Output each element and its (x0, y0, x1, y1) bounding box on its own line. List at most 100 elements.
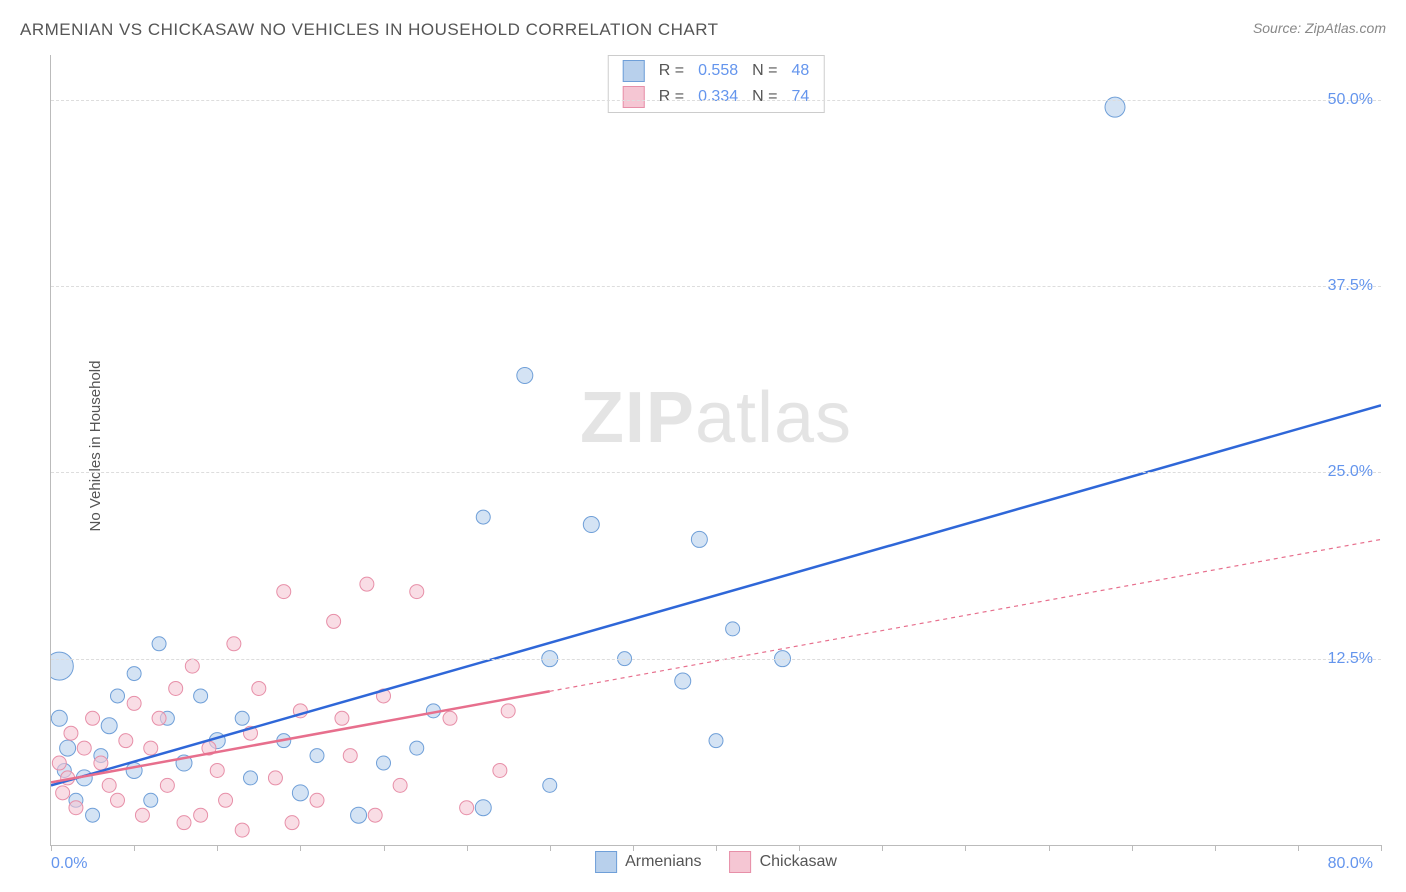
y-tick-label: 12.5% (1328, 650, 1373, 668)
x-tick (716, 845, 717, 851)
scatter-point (194, 808, 208, 822)
legend-n-label: N = (752, 62, 777, 80)
scatter-point (235, 711, 249, 725)
x-tick (1381, 845, 1382, 851)
scatter-point (127, 696, 141, 710)
scatter-point (169, 681, 183, 695)
scatter-point (493, 763, 507, 777)
chart-container: ARMENIAN VS CHICKASAW NO VEHICLES IN HOU… (0, 0, 1406, 892)
legend-stats-row: R =0.558N =48 (609, 58, 824, 84)
x-axis-max-label: 80.0% (1328, 855, 1373, 873)
y-tick-label: 50.0% (1328, 91, 1373, 109)
scatter-point (327, 614, 341, 628)
x-tick (550, 845, 551, 851)
scatter-point (111, 793, 125, 807)
legend-swatch (595, 851, 617, 873)
scatter-point (393, 778, 407, 792)
legend-stats: R =0.558N =48R =0.334N =74 (608, 55, 825, 113)
scatter-point (185, 659, 199, 673)
scatter-point (127, 667, 141, 681)
legend-r-value: 0.334 (698, 88, 738, 106)
legend-series: Armenians Chickasaw (595, 851, 837, 873)
scatter-point (351, 807, 367, 823)
scatter-point (144, 741, 158, 755)
scatter-point (101, 718, 117, 734)
source-attribution: Source: ZipAtlas.com (1253, 20, 1386, 36)
scatter-point (119, 734, 133, 748)
scatter-point (210, 763, 224, 777)
scatter-point (86, 711, 100, 725)
scatter-point (152, 637, 166, 651)
x-tick (1049, 845, 1050, 851)
x-tick (799, 845, 800, 851)
scatter-point (235, 823, 249, 837)
scatter-point (343, 749, 357, 763)
scatter-point (377, 756, 391, 770)
scatter-point (310, 749, 324, 763)
legend-r-label: R = (659, 88, 684, 106)
x-tick (965, 845, 966, 851)
scatter-point (268, 771, 282, 785)
scatter-point (177, 816, 191, 830)
legend-r-label: R = (659, 62, 684, 80)
scatter-point (69, 801, 83, 815)
regression-line-ext (550, 539, 1381, 691)
legend-series-item: Chickasaw (730, 851, 837, 873)
regression-line (51, 405, 1381, 785)
scatter-point (709, 734, 723, 748)
legend-stats-row: R = 0.334 N = 74 (609, 84, 824, 110)
gridline-h (51, 286, 1381, 287)
x-tick (467, 845, 468, 851)
scatter-point (460, 801, 474, 815)
scatter-point (476, 510, 490, 524)
scatter-point (277, 585, 291, 599)
legend-swatch (623, 86, 645, 108)
gridline-h (51, 659, 1381, 660)
x-tick (384, 845, 385, 851)
scatter-point (285, 816, 299, 830)
scatter-point (410, 585, 424, 599)
scatter-point (244, 771, 258, 785)
y-tick-label: 25.0% (1328, 463, 1373, 481)
x-tick (300, 845, 301, 851)
scatter-point (583, 517, 599, 533)
scatter-point (194, 689, 208, 703)
legend-swatch (623, 60, 645, 82)
y-tick-label: 37.5% (1328, 277, 1373, 295)
scatter-point (86, 808, 100, 822)
x-tick (217, 845, 218, 851)
legend-n-value: 74 (791, 88, 809, 106)
x-axis-min-label: 0.0% (51, 855, 87, 873)
scatter-point (543, 778, 557, 792)
legend-n-label: N = (752, 88, 777, 106)
scatter-point (160, 778, 174, 792)
scatter-point (252, 681, 266, 695)
scatter-point (726, 622, 740, 636)
scatter-point (227, 637, 241, 651)
scatter-point (675, 673, 691, 689)
x-tick (51, 845, 52, 851)
scatter-point (77, 741, 91, 755)
scatter-point (335, 711, 349, 725)
legend-series-label: Armenians (625, 853, 701, 871)
scatter-point (64, 726, 78, 740)
scatter-point (52, 756, 66, 770)
scatter-point (360, 577, 374, 591)
scatter-point (60, 740, 76, 756)
scatter-point (410, 741, 424, 755)
legend-series-item: Armenians (595, 851, 701, 873)
scatter-point (51, 710, 67, 726)
scatter-point (126, 762, 142, 778)
x-tick (1215, 845, 1216, 851)
scatter-point (135, 808, 149, 822)
plot-svg (51, 55, 1381, 845)
x-tick (1132, 845, 1133, 851)
scatter-point (56, 786, 70, 800)
x-tick (1298, 845, 1299, 851)
scatter-point (102, 778, 116, 792)
scatter-point (691, 531, 707, 547)
scatter-point (144, 793, 158, 807)
scatter-point (152, 711, 166, 725)
gridline-h (51, 472, 1381, 473)
x-tick (134, 845, 135, 851)
